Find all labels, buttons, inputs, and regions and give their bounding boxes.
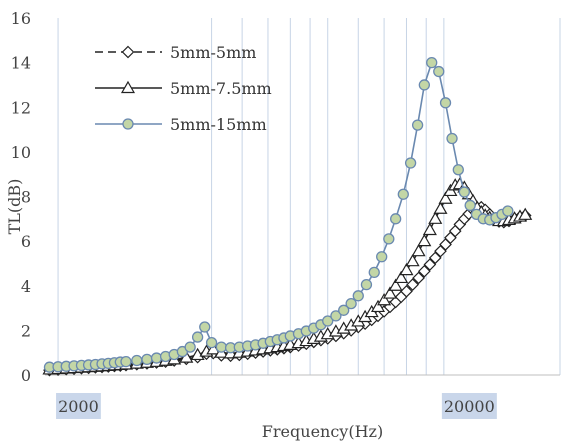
y-tick-label: 12 (11, 98, 31, 117)
data-point-triangle (518, 207, 533, 220)
y-tick-label: 16 (11, 9, 31, 28)
x-tick-label: 2000 (58, 397, 99, 416)
y-tick-label: 0 (21, 366, 31, 385)
data-point-circle (383, 233, 395, 245)
data-point-circle (122, 118, 134, 130)
data-point-triangle (399, 262, 414, 276)
data-point-circle (345, 297, 357, 310)
y-tick-label: 14 (11, 54, 31, 73)
data-point-circle (397, 188, 409, 200)
y-tick-label: 10 (11, 143, 31, 162)
data-point-circle (433, 65, 445, 78)
x-axis-title: Frequency(Hz) (262, 422, 383, 441)
data-point-circle (418, 79, 430, 91)
data-point-circle (446, 132, 458, 145)
x-gridlines (57, 18, 561, 375)
data-point-circle (150, 352, 163, 364)
x-tick-highlights (56, 393, 497, 419)
legend-label: 5mm-7.5mm (170, 79, 272, 98)
data-point-triangle (388, 278, 403, 291)
data-point-diamond (400, 284, 413, 298)
series-5mm-15mm (43, 56, 514, 373)
data-point-circle (338, 304, 350, 316)
data-point-circle (191, 331, 204, 343)
data-point-triangle (120, 80, 136, 94)
data-point-circle (199, 321, 211, 333)
data-point-circle (215, 341, 228, 353)
data-point-circle (120, 355, 132, 368)
data-point-circle (322, 315, 334, 327)
data-point-triangle (370, 299, 386, 313)
data-point-circle (464, 199, 476, 212)
legend-label: 5mm-15mm (170, 115, 267, 134)
data-point-triangle (438, 191, 453, 204)
y-tick-label: 2 (21, 321, 31, 340)
data-point-triangle (433, 201, 448, 214)
data-point-triangle (428, 211, 443, 224)
data-point-diamond (428, 251, 442, 265)
data-point-diamond (406, 278, 419, 291)
data-point-diamond (417, 264, 431, 278)
y-axis-ticks: 0 2 4 6 8 10 12 14 16 (11, 9, 31, 385)
data-point-diamond (412, 271, 425, 285)
data-point-circle (452, 164, 464, 176)
data-point-triangle (382, 286, 398, 299)
data-point-triangle (411, 243, 426, 257)
data-point-diamond (423, 258, 437, 271)
data-point-triangle (417, 233, 432, 247)
data-point-circle (502, 205, 514, 217)
data-point-circle (411, 119, 424, 131)
x-tick-highlight (56, 393, 101, 419)
data-point-circle (352, 290, 364, 302)
data-point-circle (131, 354, 143, 367)
series-line (49, 60, 509, 368)
data-point-circle (184, 341, 196, 353)
data-point-circle (458, 186, 470, 198)
y-tick-label: 8 (21, 188, 31, 207)
series-5mm-7.5mm (42, 177, 533, 375)
data-point-circle (439, 97, 452, 109)
y-tick-label: 4 (21, 277, 31, 296)
data-point-circle (404, 157, 417, 169)
data-point-circle (390, 213, 402, 225)
data-point-circle (426, 56, 438, 69)
data-point-triangle (377, 293, 392, 306)
y-tick-label: 6 (21, 232, 31, 251)
data-point-circle (141, 353, 153, 366)
data-point-circle (360, 278, 373, 291)
data-point-circle (330, 310, 342, 322)
x-tick-highlight (441, 393, 497, 419)
series-layer (42, 56, 533, 377)
data-point-circle (205, 336, 218, 349)
data-point-circle (368, 266, 380, 279)
x-axis-ticks: 2000 20000 (58, 397, 495, 416)
data-point-triangle (422, 222, 437, 236)
data-point-triangle (394, 270, 409, 284)
data-point-triangle (405, 253, 420, 267)
data-point-diamond (121, 45, 135, 59)
legend-label: 5mm-5mm (170, 43, 256, 62)
x-tick-label: 20000 (444, 397, 495, 416)
data-point-triangle (190, 347, 205, 361)
y-axis-title: TL(dB) (5, 179, 24, 235)
data-point-circle (376, 251, 388, 263)
legend: 5mm-5mm 5mm-7.5mm 5mm-15mm (95, 43, 272, 134)
